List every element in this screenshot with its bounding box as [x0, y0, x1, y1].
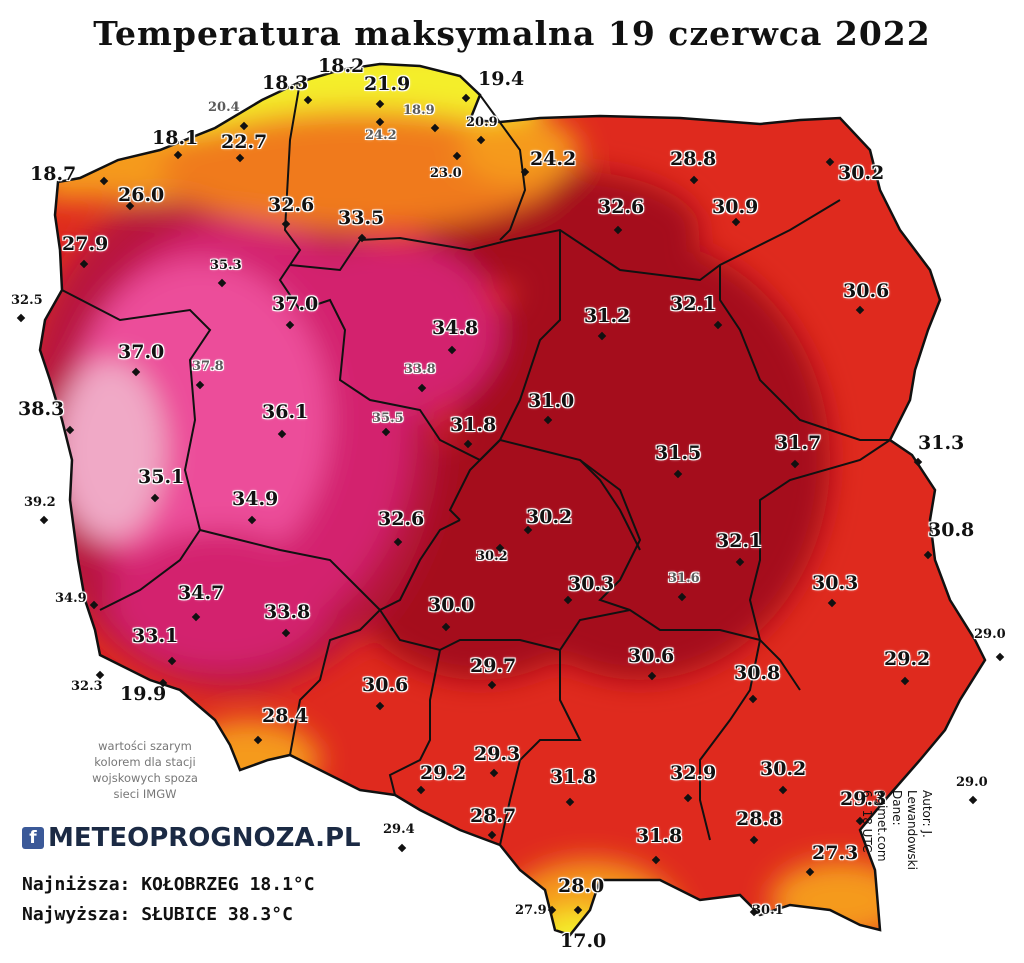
- station-value: 30.3: [812, 572, 859, 594]
- station-value: 30.3: [568, 573, 615, 595]
- station-value: 31.8: [450, 414, 497, 436]
- station-value: 29.4: [383, 822, 415, 837]
- station-value: 32.3: [71, 679, 103, 694]
- station-value: 23.0: [430, 166, 462, 181]
- station-value: 18.7: [30, 163, 77, 185]
- station-value: 31.8: [636, 825, 683, 847]
- station-value: 29.0: [956, 775, 988, 790]
- station-value: 32.1: [716, 530, 763, 552]
- station-value: 32.6: [378, 508, 425, 530]
- station-value: 30.2: [838, 162, 885, 184]
- station-value: 24.2: [365, 128, 397, 143]
- site-logo[interactable]: f METEOPROGNOZA.PL: [22, 818, 361, 858]
- station-value: 30.9: [712, 196, 759, 218]
- station-value: 33.1: [132, 625, 179, 647]
- station-value: 37.0: [272, 293, 319, 315]
- station-value: 28.4: [262, 705, 309, 727]
- station-value: 18.3: [262, 72, 309, 94]
- station-value: 33.8: [264, 601, 311, 623]
- station-value: 35.5: [372, 411, 404, 426]
- station-value: 22.7: [221, 131, 268, 153]
- station-value: 19.9: [120, 683, 167, 705]
- station-value: 32.6: [268, 194, 315, 216]
- station-value: 17.0: [560, 930, 607, 952]
- station-value: 30.1: [752, 903, 784, 918]
- station-value: 32.6: [598, 196, 645, 218]
- station-value: 19.4: [478, 68, 525, 90]
- station-value: 39.2: [24, 495, 56, 510]
- brand-name: METEOPROGNOZA.PL: [48, 823, 361, 853]
- station-value: 29.3: [474, 743, 521, 765]
- station-value: 31.0: [528, 390, 575, 412]
- station-value: 28.0: [558, 875, 605, 897]
- station-value: 32.1: [670, 293, 717, 315]
- facebook-icon[interactable]: f: [22, 827, 44, 849]
- station-value: 29.2: [420, 762, 467, 784]
- highest-temp: Najwyższa: SŁUBICE 38.3°C: [22, 904, 293, 925]
- station-value: 37.8: [192, 359, 224, 374]
- station-value: 31.6: [668, 571, 700, 586]
- station-value: 30.2: [526, 506, 573, 528]
- station-value: 32.5: [11, 293, 43, 308]
- station-value: 21.9: [364, 73, 411, 95]
- station-value: 31.3: [918, 432, 965, 454]
- station-value: 37.0: [118, 341, 165, 363]
- station-value: 33.5: [338, 207, 385, 229]
- station-value: 30.8: [734, 662, 781, 684]
- station-value: 27.9: [62, 233, 109, 255]
- station-value: 38.3: [18, 398, 65, 420]
- station-value: 30.2: [760, 758, 807, 780]
- station-value: 34.8: [432, 317, 479, 339]
- station-value: 28.8: [670, 148, 717, 170]
- station-value: 29.7: [470, 655, 517, 677]
- station-value: 18.2: [318, 55, 365, 77]
- station-value: 29.0: [974, 627, 1006, 642]
- map-title: Temperatura maksymalna 19 czerwca 2022: [93, 14, 931, 53]
- station-value: 26.0: [118, 184, 165, 206]
- station-value: 35.3: [210, 258, 242, 273]
- station-value: 34.9: [55, 591, 87, 606]
- station-value: 20.4: [208, 100, 240, 115]
- lowest-temp: Najniższa: KOŁOBRZEG 18.1°C: [22, 874, 315, 895]
- station-value: 30.8: [928, 519, 975, 541]
- station-value: 28.8: [736, 808, 783, 830]
- station-value: 18.1: [152, 127, 199, 149]
- station-value: 30.6: [362, 674, 409, 696]
- station-value: 31.7: [775, 432, 822, 454]
- station-value: 33.8: [404, 362, 436, 377]
- station-value: 28.7: [470, 805, 517, 827]
- station-value: 27.9: [515, 903, 547, 918]
- station-value: 31.2: [584, 305, 631, 327]
- station-value: 32.9: [670, 762, 717, 784]
- station-value: 30.2: [476, 549, 508, 564]
- station-value: 30.6: [628, 645, 675, 667]
- station-value: 27.3: [812, 842, 859, 864]
- station-value: 34.9: [232, 488, 279, 510]
- station-value: 18.9: [403, 103, 435, 118]
- station-value: 24.2: [530, 148, 577, 170]
- station-value: 29.3: [840, 788, 887, 810]
- station-value: 31.8: [550, 766, 597, 788]
- station-value: 34.7: [178, 582, 225, 604]
- station-value: 31.5: [655, 442, 702, 464]
- station-value: 30.6: [843, 280, 890, 302]
- station-value: 29.2: [884, 648, 931, 670]
- station-value: 35.1: [138, 466, 185, 488]
- station-value: 30.0: [428, 594, 475, 616]
- military-stations-note: wartości szarym kolorem dla stacji wojsk…: [92, 739, 198, 801]
- station-value: 36.1: [262, 401, 309, 423]
- author-credits: Autor: J. Lewandowski Dane: ogimet.com 6…: [860, 790, 934, 870]
- station-value: 20.9: [466, 115, 498, 130]
